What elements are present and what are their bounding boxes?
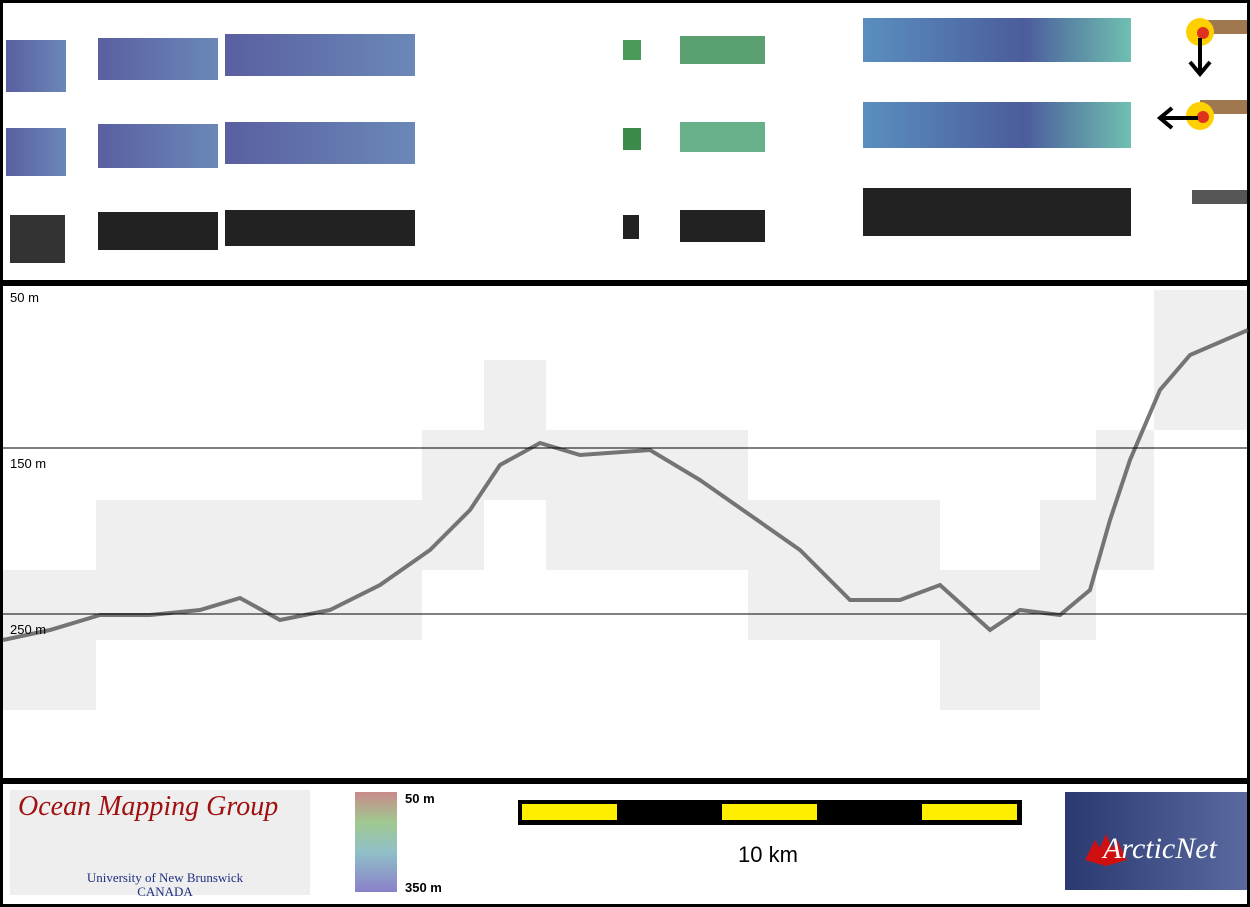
colorbar bbox=[355, 792, 397, 892]
colorbar-bottom: 350 m bbox=[405, 880, 442, 895]
logo-university: University of New Brunswick bbox=[87, 870, 244, 885]
depth-label: 250 m bbox=[10, 622, 46, 637]
colorbar-top: 50 m bbox=[405, 791, 435, 806]
logo-title: Ocean Mapping Group bbox=[18, 791, 278, 822]
swath-strips bbox=[6, 18, 1247, 263]
omg-logo bbox=[10, 790, 310, 895]
logo-country: CANADA bbox=[137, 884, 193, 899]
depth-label: 150 m bbox=[10, 456, 46, 471]
depth-label: 50 m bbox=[10, 290, 39, 305]
scale-label: 10 km bbox=[738, 842, 798, 867]
scale-bar bbox=[518, 800, 1022, 825]
partner-logo: ArcticNet bbox=[1101, 832, 1218, 865]
seafloor-profile bbox=[2, 328, 1249, 642]
